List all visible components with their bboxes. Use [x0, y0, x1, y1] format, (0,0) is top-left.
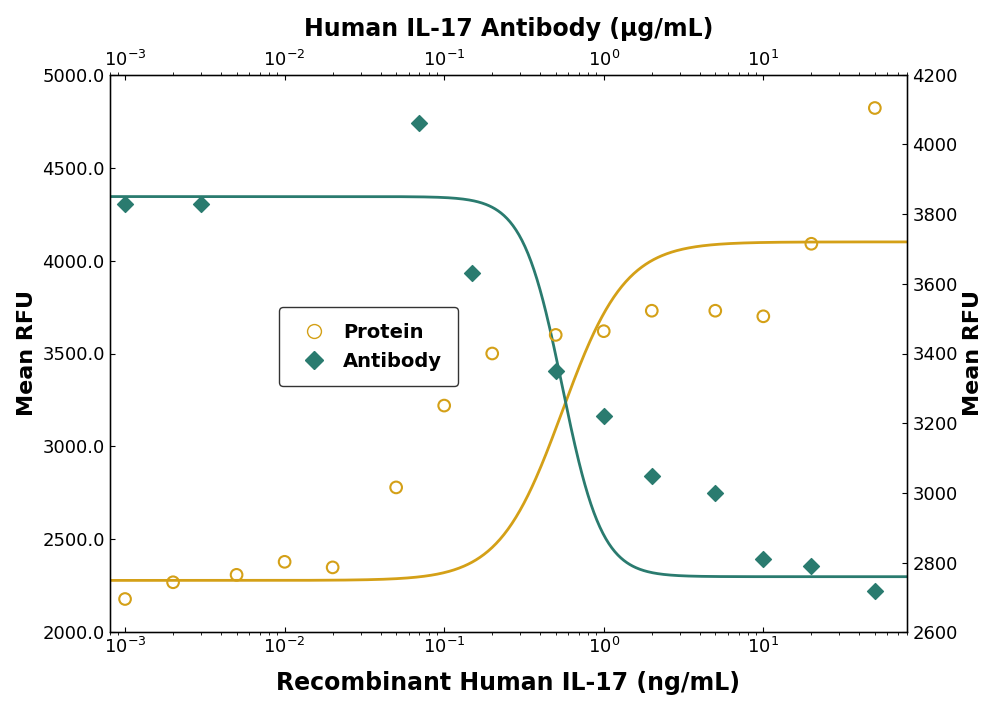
- Point: [289, 41, 305, 52]
- Point: [261, 6, 277, 17]
- Point: [193, 198, 209, 209]
- Point: [277, 556, 293, 567]
- Point: [707, 487, 723, 498]
- Point: [165, 577, 181, 588]
- Point: [229, 569, 245, 580]
- Point: [644, 305, 660, 316]
- Point: [548, 365, 564, 377]
- Point: [755, 553, 771, 565]
- Legend: Protein, Antibody: Protein, Antibody: [279, 308, 458, 386]
- Point: [436, 400, 452, 412]
- X-axis label: Recombinant Human IL-17 (ng/mL): Recombinant Human IL-17 (ng/mL): [276, 671, 740, 696]
- Y-axis label: Mean RFU: Mean RFU: [963, 290, 983, 417]
- Point: [707, 305, 723, 316]
- Point: [596, 411, 612, 422]
- Y-axis label: Mean RFU: Mean RFU: [17, 290, 37, 417]
- Point: [803, 560, 819, 572]
- Point: [644, 470, 660, 481]
- Point: [317, 34, 333, 46]
- Point: [340, 38, 356, 49]
- Point: [803, 238, 819, 249]
- Point: [484, 347, 500, 359]
- Point: [464, 268, 480, 279]
- Point: [325, 562, 341, 573]
- X-axis label: Human IL-17 Antibody (μg/mL): Human IL-17 Antibody (μg/mL): [304, 16, 713, 41]
- Point: [755, 310, 771, 322]
- Point: [388, 482, 404, 493]
- Point: [596, 325, 612, 337]
- Point: [867, 103, 883, 114]
- Point: [117, 198, 133, 209]
- Point: [117, 593, 133, 604]
- Point: [867, 585, 883, 597]
- Point: [548, 329, 564, 340]
- Point: [411, 117, 427, 129]
